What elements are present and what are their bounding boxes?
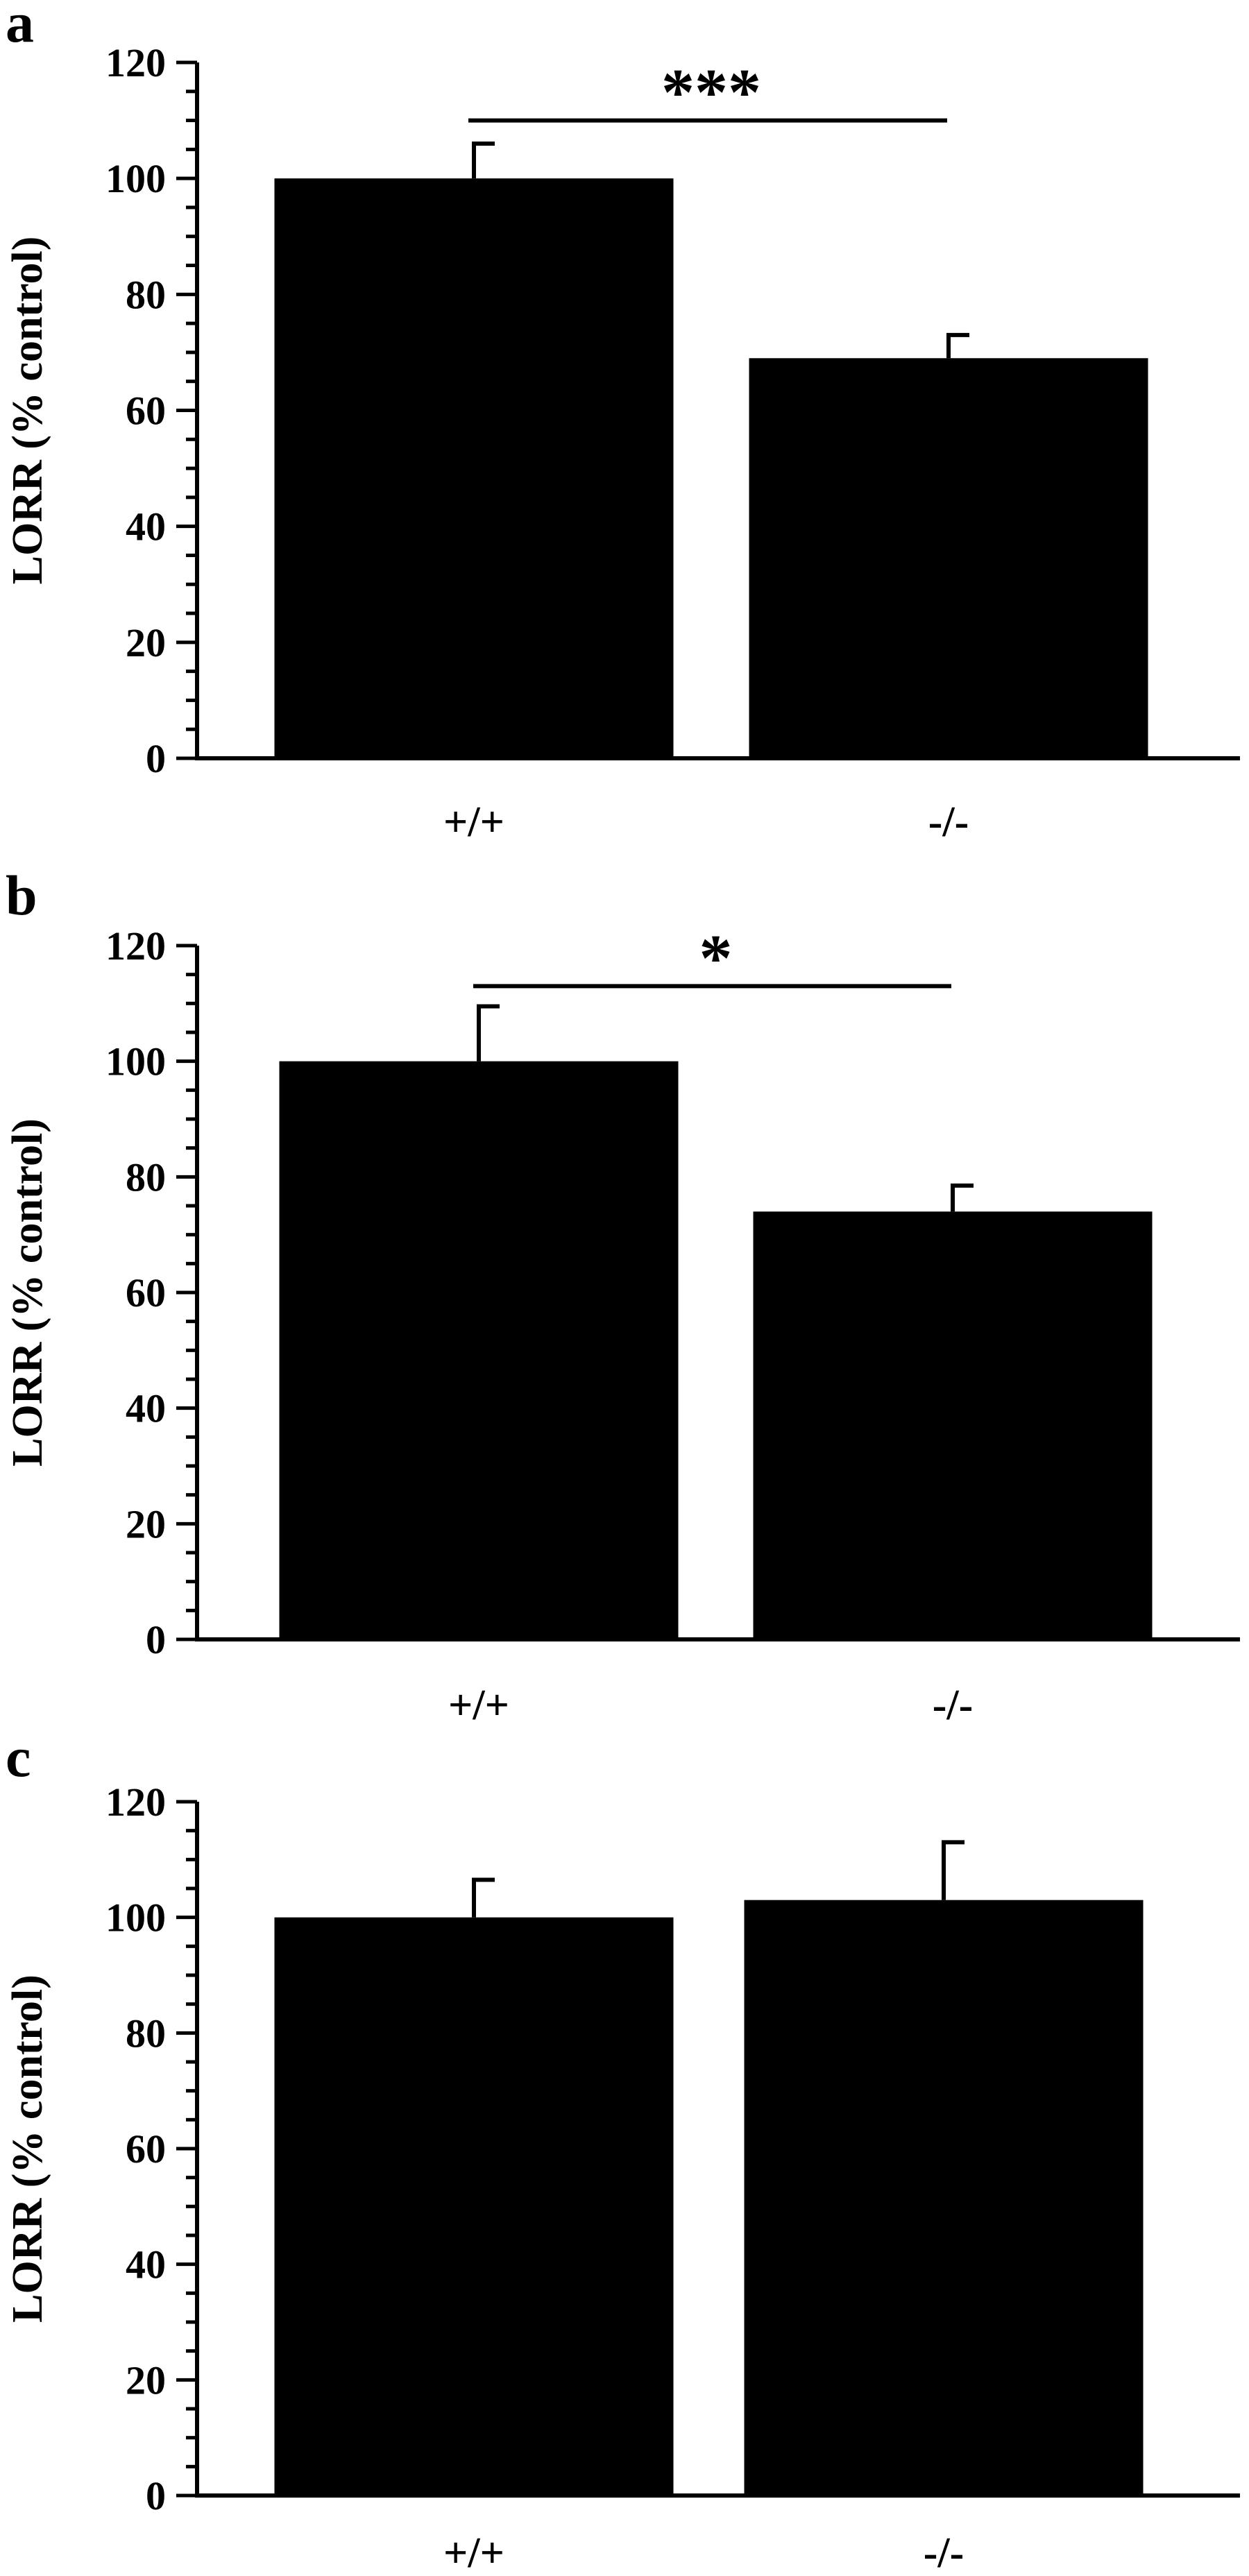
y-tick-label: 0	[146, 1617, 166, 1662]
y-tick-label: 120	[105, 923, 166, 969]
x-tick-label: -/-	[928, 799, 969, 846]
y-tick-label: 40	[126, 1386, 166, 1431]
panel-b: b LORR (% control) 0 20 40 60 80 100 120 +/+ -/…	[4, 864, 1240, 1729]
panel-a: a LORR (% control) 0 20 40 60 80 100 120 +/+ -/…	[4, 0, 1240, 846]
bars	[274, 1900, 1144, 2496]
y-tick-label: 100	[105, 156, 166, 201]
y-tick-label: 120	[105, 40, 166, 85]
x-tick-label: +/+	[443, 799, 504, 846]
y-tick-label: 20	[126, 1501, 166, 1546]
y-tick-label: 60	[126, 2126, 166, 2172]
error-bars	[472, 1840, 965, 1918]
y-tick-label: 0	[146, 736, 166, 781]
y-ticks: 0 20 40 60 80 100 120	[105, 40, 197, 781]
y-tick-label: 60	[126, 1270, 166, 1315]
y-tick-label: 40	[126, 504, 166, 549]
significance-marker: *	[473, 921, 951, 995]
y-tick-label: 20	[126, 2357, 166, 2403]
error-bars	[477, 1004, 974, 1212]
y-tick-label: 100	[105, 1039, 166, 1084]
y-ticks: 0 20 40 60 80 100 120	[105, 923, 197, 1662]
panel-c: c LORR (% control) 0 20 40 60 80 100 120 +/+ -/…	[4, 1725, 1240, 2576]
panel-label: b	[6, 864, 37, 927]
y-tick-label: 120	[105, 1780, 166, 1825]
y-axis-label: LORR (% control)	[4, 1974, 51, 2323]
y-tick-label: 100	[105, 1895, 166, 1940]
bars	[274, 178, 1148, 759]
error-bars	[472, 142, 969, 359]
significance-label: ***	[661, 56, 761, 130]
x-tick-labels: +/+ -/-	[448, 1682, 973, 1729]
significance-marker: ***	[468, 56, 947, 130]
x-tick-label: +/+	[443, 2530, 504, 2576]
x-tick-label: -/-	[924, 2530, 965, 2576]
y-tick-label: 80	[126, 1154, 166, 1200]
bar-wildtype	[274, 1917, 674, 2496]
significance-label: *	[699, 921, 733, 995]
y-tick-label: 60	[126, 389, 166, 434]
x-tick-label: -/-	[933, 1682, 974, 1729]
panel-label: a	[6, 0, 34, 54]
y-tick-label: 0	[146, 2473, 166, 2518]
x-tick-labels: +/+ -/-	[443, 799, 969, 846]
bar-knockout	[753, 1211, 1153, 1639]
bar-wildtype	[279, 1061, 679, 1639]
bar-wildtype	[274, 178, 674, 759]
y-tick-label: 80	[126, 2011, 166, 2056]
bars	[279, 1061, 1153, 1639]
panel-label: c	[6, 1725, 31, 1789]
bar-knockout	[749, 358, 1148, 758]
y-tick-label: 80	[126, 272, 166, 317]
y-axis-label: LORR (% control)	[4, 237, 51, 585]
y-axis-label: LORR (% control)	[4, 1118, 51, 1467]
bar-knockout	[744, 1900, 1144, 2496]
y-tick-label: 40	[126, 2242, 166, 2287]
x-tick-labels: +/+ -/-	[443, 2530, 964, 2576]
y-tick-label: 20	[126, 620, 166, 665]
x-tick-label: +/+	[448, 1682, 509, 1729]
y-ticks: 0 20 40 60 80 100 120	[105, 1780, 197, 2518]
